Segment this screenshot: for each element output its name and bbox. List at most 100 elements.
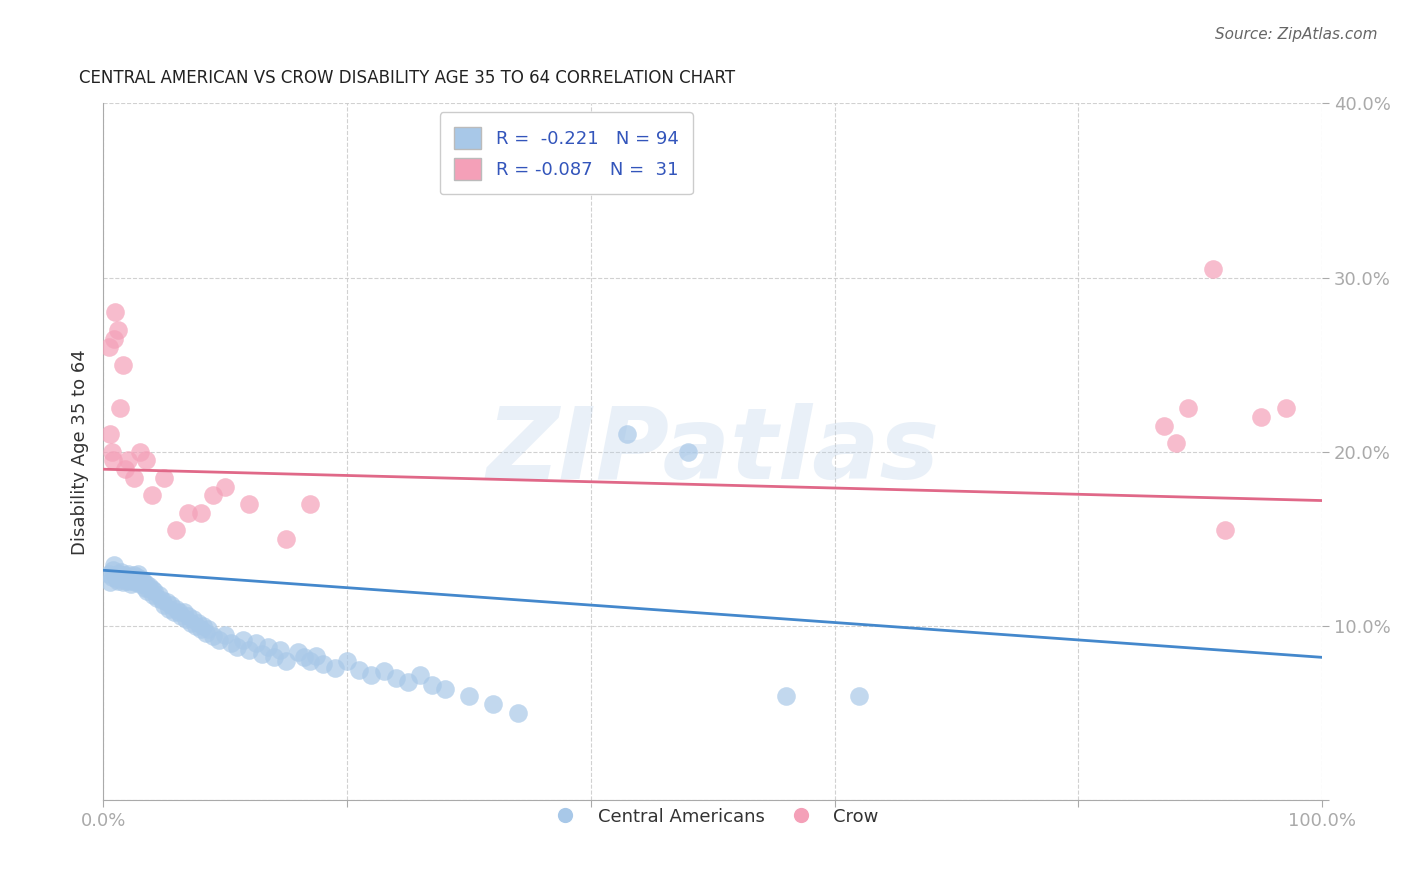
Point (269, 643, 291, 657)
Point (232, 632, 254, 647)
Point (135, 577, 157, 591)
Point (167, 605, 190, 619)
Point (396, 674, 419, 689)
Point (214, 628, 236, 642)
Point (127, 566, 149, 581)
Point (124, 575, 146, 590)
Point (100, 575, 122, 590)
Point (1201, 261, 1223, 276)
Point (150, 592, 173, 607)
Point (292, 650, 315, 665)
Point (129, 572, 152, 586)
Point (201, 630, 224, 644)
Point (118, 570, 141, 584)
Point (107, 574, 129, 588)
Point (1164, 436, 1187, 450)
Point (1250, 409, 1272, 424)
Point (108, 401, 131, 416)
Point (100, 427, 122, 442)
Point (100, 444, 122, 458)
Point (678, 444, 700, 458)
Point (433, 681, 456, 696)
Point (118, 574, 141, 588)
Point (384, 671, 406, 685)
Point (111, 358, 134, 372)
Point (274, 654, 297, 668)
Point (146, 591, 169, 606)
Point (141, 488, 163, 502)
Point (226, 640, 249, 654)
Point (135, 453, 157, 467)
Point (190, 623, 212, 637)
Point (323, 661, 346, 675)
Point (256, 640, 278, 654)
Point (775, 689, 797, 703)
Text: Source: ZipAtlas.com: Source: ZipAtlas.com (1215, 27, 1378, 42)
Point (163, 605, 186, 619)
Y-axis label: Disability Age 35 to 64: Disability Age 35 to 64 (72, 349, 89, 555)
Point (107, 323, 129, 337)
Point (174, 612, 197, 626)
Point (127, 570, 149, 584)
Text: CENTRAL AMERICAN VS CROW DISABILITY AGE 35 TO 64 CORRELATION CHART: CENTRAL AMERICAN VS CROW DISABILITY AGE … (79, 69, 735, 87)
Point (360, 667, 382, 681)
Point (117, 566, 139, 581)
Point (245, 636, 267, 650)
Point (187, 615, 209, 630)
Point (100, 570, 122, 584)
Point (143, 584, 166, 599)
Point (103, 332, 125, 346)
Point (420, 678, 443, 692)
Legend: Central Americans, Crow: Central Americans, Crow (540, 800, 886, 833)
Point (170, 608, 193, 623)
Point (180, 615, 202, 630)
Point (112, 572, 135, 586)
Point (305, 648, 328, 663)
Point (190, 506, 212, 520)
Point (153, 598, 176, 612)
Point (98, 566, 121, 581)
Point (250, 647, 273, 661)
Point (299, 654, 322, 668)
Point (506, 706, 529, 720)
Point (197, 623, 219, 637)
Point (214, 480, 236, 494)
Point (177, 506, 200, 520)
Point (128, 444, 150, 458)
Point (274, 532, 297, 546)
Point (219, 636, 242, 650)
Point (183, 612, 205, 626)
Point (157, 601, 180, 615)
Point (153, 471, 176, 485)
Point (122, 568, 145, 582)
Point (238, 497, 260, 511)
Point (138, 579, 160, 593)
Point (108, 570, 131, 584)
Point (105, 572, 128, 586)
Point (121, 572, 143, 586)
Point (114, 568, 136, 582)
Point (201, 488, 224, 502)
Point (103, 558, 125, 572)
Point (101, 563, 124, 577)
Point (347, 663, 370, 677)
Point (177, 608, 200, 623)
Point (373, 665, 395, 679)
Point (134, 581, 156, 595)
Point (311, 657, 333, 672)
Point (110, 565, 132, 579)
Point (136, 581, 159, 595)
Point (165, 601, 187, 615)
Point (482, 698, 505, 712)
Point (104, 568, 127, 582)
Point (115, 574, 138, 588)
Point (104, 305, 127, 319)
Point (111, 575, 134, 590)
Point (122, 471, 145, 485)
Text: ZIPatlas: ZIPatlas (486, 403, 939, 500)
Point (287, 645, 309, 659)
Point (136, 584, 159, 599)
Point (117, 453, 139, 467)
Point (616, 427, 638, 442)
Point (142, 588, 165, 602)
